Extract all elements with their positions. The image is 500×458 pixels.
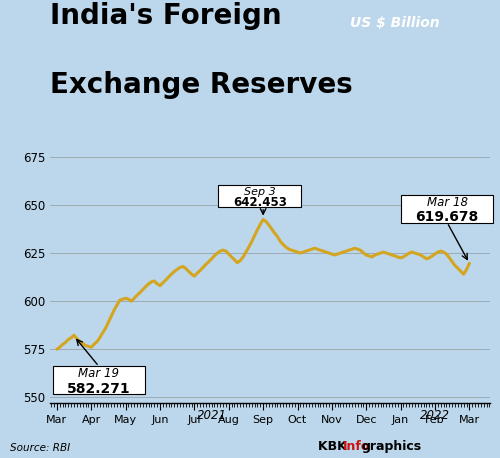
Text: graphics: graphics [361, 441, 421, 453]
Text: Sep 3: Sep 3 [244, 187, 276, 197]
Text: India's Foreign: India's Foreign [50, 2, 282, 30]
Text: 2021: 2021 [196, 409, 226, 422]
Text: US $ Billion: US $ Billion [350, 16, 440, 30]
Text: Source: RBI: Source: RBI [10, 443, 70, 453]
Text: 582.271: 582.271 [67, 382, 131, 396]
Text: Info: Info [342, 441, 370, 453]
Text: Mar 19: Mar 19 [78, 367, 120, 380]
Text: 2022: 2022 [420, 409, 450, 422]
FancyBboxPatch shape [400, 195, 494, 223]
Text: Mar 18: Mar 18 [426, 196, 468, 208]
Text: 619.678: 619.678 [416, 211, 478, 224]
FancyBboxPatch shape [54, 366, 144, 394]
FancyBboxPatch shape [218, 185, 301, 207]
Text: KBK: KBK [318, 441, 350, 453]
Text: 642.453: 642.453 [233, 196, 286, 208]
Text: Exchange Reserves: Exchange Reserves [50, 71, 353, 99]
